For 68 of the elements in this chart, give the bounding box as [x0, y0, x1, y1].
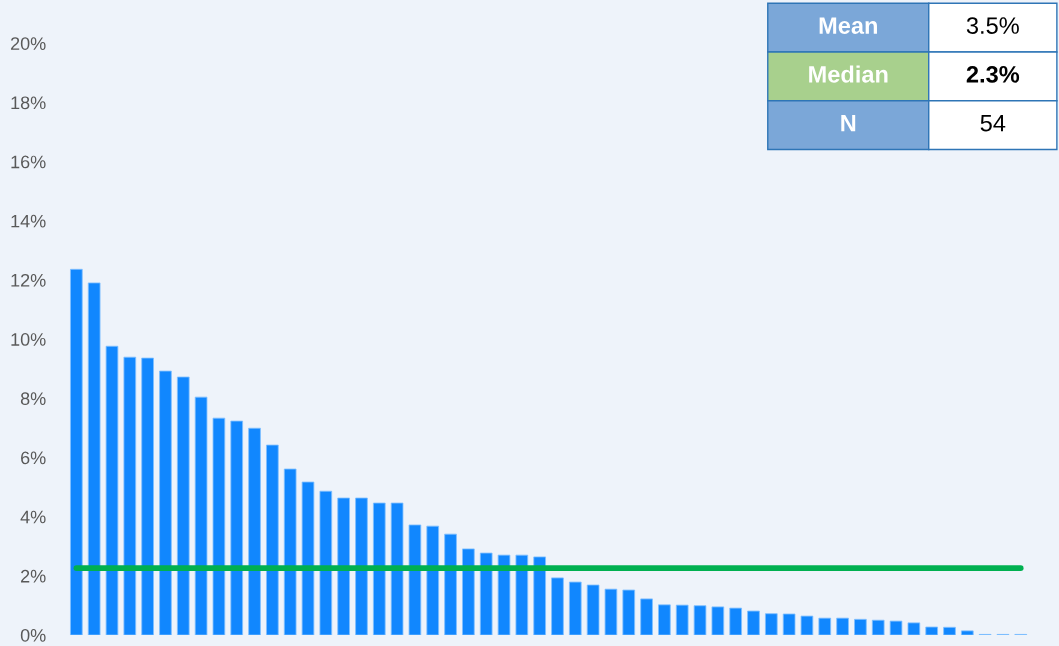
bar [729, 607, 742, 636]
bar [123, 356, 137, 636]
bar [390, 502, 404, 636]
bar [800, 615, 814, 636]
bar [266, 444, 279, 636]
text: Mean [819, 17, 877, 34]
bar [747, 610, 760, 636]
bar [907, 622, 921, 636]
bar [836, 617, 849, 636]
bar [462, 548, 475, 636]
y-tick-label: 0% [20, 628, 46, 642]
annotation: 2.3% [966, 66, 1020, 83]
bar [141, 357, 154, 636]
bar [408, 524, 422, 636]
bar [604, 588, 618, 636]
bar [693, 605, 707, 636]
y-tick-label: 20% [10, 37, 46, 50]
bar [301, 481, 315, 636]
annotation: Median [809, 65, 888, 83]
y-tick-label: 18% [11, 96, 46, 110]
bar [961, 630, 974, 636]
bar [497, 554, 511, 636]
bar [515, 554, 529, 636]
bar [176, 376, 190, 636]
bar [372, 502, 386, 636]
bar [355, 497, 368, 636]
bar [87, 282, 101, 636]
bar [70, 268, 83, 636]
bar [479, 552, 493, 636]
text: 3.5% [966, 17, 1019, 34]
y-tick-label: 12% [11, 273, 46, 287]
y-tick-label: 16% [11, 155, 46, 169]
bar [586, 584, 600, 636]
bar [889, 620, 903, 636]
bar [711, 606, 725, 636]
bar [551, 577, 564, 636]
y-tick-label: 14% [11, 214, 46, 228]
bar [782, 613, 796, 636]
y-tick-label: 4% [20, 510, 46, 524]
y-tick-label: 8% [20, 392, 46, 406]
bar [658, 604, 671, 636]
bar [675, 604, 689, 636]
annotation: N [841, 115, 856, 132]
bar [640, 598, 653, 636]
y-tick-label: 2% [21, 569, 46, 583]
y-tick-label: 10% [11, 333, 46, 346]
bar [105, 345, 119, 636]
bar [533, 556, 546, 636]
bar [248, 427, 261, 636]
bar [319, 490, 333, 636]
bar [337, 497, 350, 636]
bar [943, 626, 956, 636]
bar [854, 618, 867, 636]
bar [212, 417, 226, 636]
bar [818, 617, 832, 636]
bar [444, 533, 457, 636]
bar [159, 370, 172, 636]
bar [871, 619, 885, 636]
annotation: 54 [980, 115, 1006, 132]
bar [230, 420, 244, 636]
y-tick-label: 6% [21, 451, 46, 465]
bar [925, 626, 938, 636]
bar [283, 468, 297, 636]
bar [194, 396, 208, 636]
bar [568, 581, 582, 636]
bar [622, 589, 636, 636]
bar [765, 613, 778, 636]
bar [426, 525, 440, 636]
